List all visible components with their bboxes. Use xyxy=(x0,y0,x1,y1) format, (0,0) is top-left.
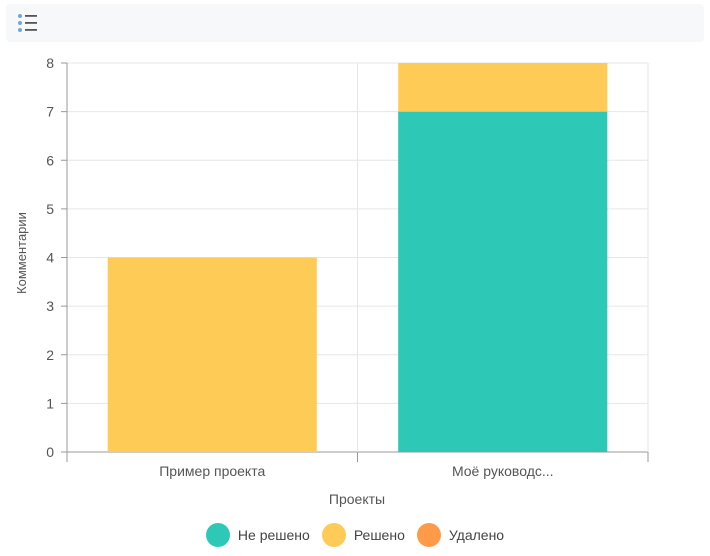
legend-swatch xyxy=(416,523,441,547)
y-tick-label: 5 xyxy=(46,201,54,217)
chart-toolbar xyxy=(6,4,704,42)
x-tick-label: Пример проекта xyxy=(159,463,265,479)
y-tick-label: 3 xyxy=(46,298,54,314)
legend-label: Решено xyxy=(353,527,405,543)
y-tick-label: 1 xyxy=(46,395,54,411)
x-tick-label: Моё руководс... xyxy=(452,463,554,479)
y-axis-label: Комментарии xyxy=(14,212,29,294)
legend-item[interactable]: Решено xyxy=(321,523,405,547)
legend-item[interactable]: Не решено xyxy=(205,523,310,547)
legend-swatch xyxy=(321,523,346,547)
x-axis-label: Проекты xyxy=(329,491,385,507)
chart-area: 0 1 2 3 4 5 6 7 8 Пример проекта Моё руководс... К… xyxy=(0,44,710,556)
bar-segment[interactable] xyxy=(398,111,608,452)
bar-segment[interactable] xyxy=(398,63,608,112)
legend-label: Удалено xyxy=(448,527,505,543)
y-tick-label: 7 xyxy=(46,104,54,120)
legend-swatch xyxy=(205,523,230,547)
y-tick-label: 6 xyxy=(46,152,54,168)
y-tick-label: 0 xyxy=(46,444,54,460)
stacked-bar-chart: 0 1 2 3 4 5 6 7 8 Пример проекта Моё руководс... К… xyxy=(14,55,649,507)
y-tick-label: 8 xyxy=(46,55,54,71)
list-menu-icon[interactable] xyxy=(16,12,40,34)
y-tick-label: 2 xyxy=(46,347,54,363)
chart-legend: Не решено Решено Удалено xyxy=(0,520,710,550)
bar-segment[interactable] xyxy=(107,257,317,453)
legend-label: Не решено xyxy=(237,527,310,543)
legend-item[interactable]: Удалено xyxy=(416,523,505,547)
y-tick-label: 4 xyxy=(46,250,54,266)
